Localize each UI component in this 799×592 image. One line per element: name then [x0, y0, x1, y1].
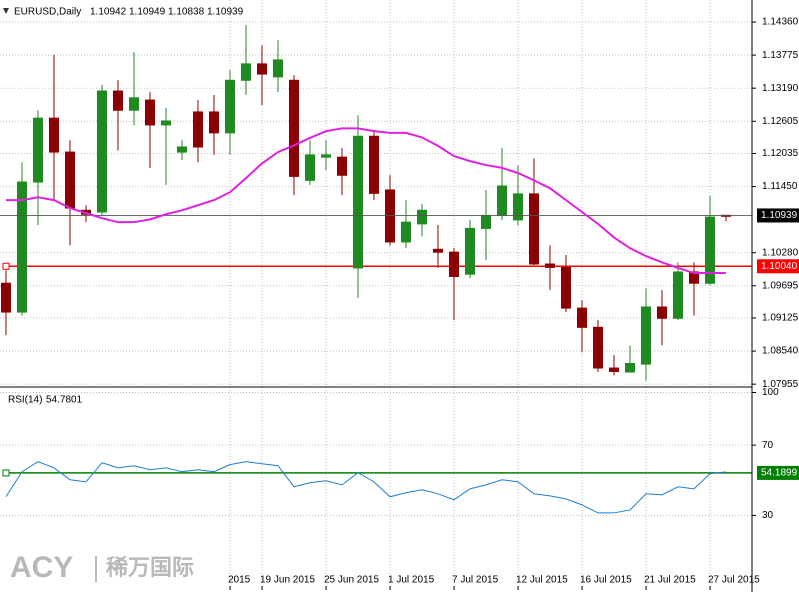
indicator-title: RSI(14) [8, 395, 42, 406]
candle-body [33, 117, 43, 183]
candle-body [321, 154, 331, 158]
y-tick-label: 1.10280 [762, 247, 799, 258]
y-tick-label: 1.13775 [762, 50, 799, 61]
series-line [5, 461, 727, 514]
candle-body [417, 209, 427, 225]
price-label: 1.10939 [761, 210, 798, 221]
chart-title: EURUSD,Daily [14, 7, 81, 18]
watermark: ACY 稀万国际 [0, 546, 225, 592]
y-tick-label: 70 [762, 440, 774, 451]
candle-body [1, 282, 11, 313]
ohlc-value: 1.10942 [90, 7, 127, 18]
candle-body [177, 146, 187, 153]
level-marker [2, 262, 10, 270]
level-label-bg [757, 259, 799, 274]
y-tick-label: 1.12035 [762, 148, 799, 159]
y-tick-label: 1.12605 [762, 116, 799, 127]
candle-body [145, 99, 155, 126]
candle-body [113, 90, 123, 111]
x-tick-label: 19 Jun 2015 [260, 575, 315, 586]
price-label-bg [757, 208, 799, 223]
y-tick-label: 1.13190 [762, 83, 799, 94]
x-tick-label: 21 Jul 2015 [644, 575, 696, 586]
candle-body [529, 193, 539, 265]
x-tick-label: 27 Jul 2015 [708, 575, 760, 586]
level-label-bg [757, 465, 799, 480]
candle-body [193, 111, 203, 148]
candle-body [225, 79, 235, 134]
candle-body [689, 271, 699, 284]
candle-body [577, 307, 587, 328]
candle-body [449, 251, 459, 277]
candle-body [641, 306, 651, 365]
candle-body [337, 156, 347, 176]
candle-body [289, 79, 299, 177]
level-label: 1.10040 [761, 261, 798, 272]
y-tick-label: 1.14360 [762, 17, 799, 28]
candle-body [241, 63, 251, 81]
candle-body [705, 216, 715, 284]
watermark-bg [0, 546, 225, 592]
level-marker [2, 469, 10, 477]
candle-body [353, 135, 363, 269]
ohlc-value: 1.10838 [168, 7, 205, 18]
watermark-brand: ACY [10, 551, 73, 584]
candle-body [97, 90, 107, 213]
candle-body [17, 181, 27, 313]
candle-body [273, 59, 283, 78]
y-tick-label: 30 [762, 510, 774, 521]
series-line [6, 127, 726, 275]
candle-body [305, 154, 315, 181]
candle-body [609, 367, 619, 372]
candle-body [545, 263, 555, 268]
candle-body [561, 266, 571, 309]
candle-body [401, 221, 411, 243]
candle-body [49, 117, 59, 153]
y-tick-label: 1.07955 [762, 379, 799, 390]
candle-body [625, 363, 635, 373]
x-tick-label: 2015 [228, 575, 251, 586]
candle-body [657, 306, 667, 319]
candle-body [209, 111, 219, 134]
indicator-value: 54.7801 [46, 395, 83, 406]
candle-body [433, 248, 443, 253]
y-tick-label: 1.09695 [762, 280, 799, 291]
x-tick-label: 1 Jul 2015 [388, 575, 435, 586]
y-tick-label: 1.08540 [762, 346, 799, 357]
candle-body [513, 193, 523, 221]
ohlc-value: 1.10939 [207, 7, 244, 18]
y-tick-label: 100 [762, 387, 779, 398]
y-tick-label: 1.09125 [762, 313, 799, 324]
x-tick-label: 12 Jul 2015 [516, 575, 568, 586]
candle-body [593, 326, 603, 369]
level-label: 54.1899 [761, 468, 798, 479]
x-tick-label: 25 Jun 2015 [324, 575, 379, 586]
x-tick-label: 16 Jul 2015 [580, 575, 632, 586]
candle-body [385, 189, 395, 243]
candle-body [465, 227, 475, 275]
candle-body [369, 135, 379, 194]
candle-body [673, 271, 683, 319]
watermark-name: 稀万国际 [106, 555, 194, 580]
candle-body [481, 214, 491, 229]
ohlc-value: 1.10949 [129, 7, 166, 18]
candle-body [129, 97, 139, 111]
candle-body [497, 185, 507, 216]
symbol-icon [3, 8, 9, 14]
y-tick-label: 1.11450 [762, 181, 798, 192]
candle-body [161, 120, 171, 126]
x-tick-label: 7 Jul 2015 [452, 575, 499, 586]
candle-body [257, 63, 267, 75]
candle-body [65, 151, 75, 209]
